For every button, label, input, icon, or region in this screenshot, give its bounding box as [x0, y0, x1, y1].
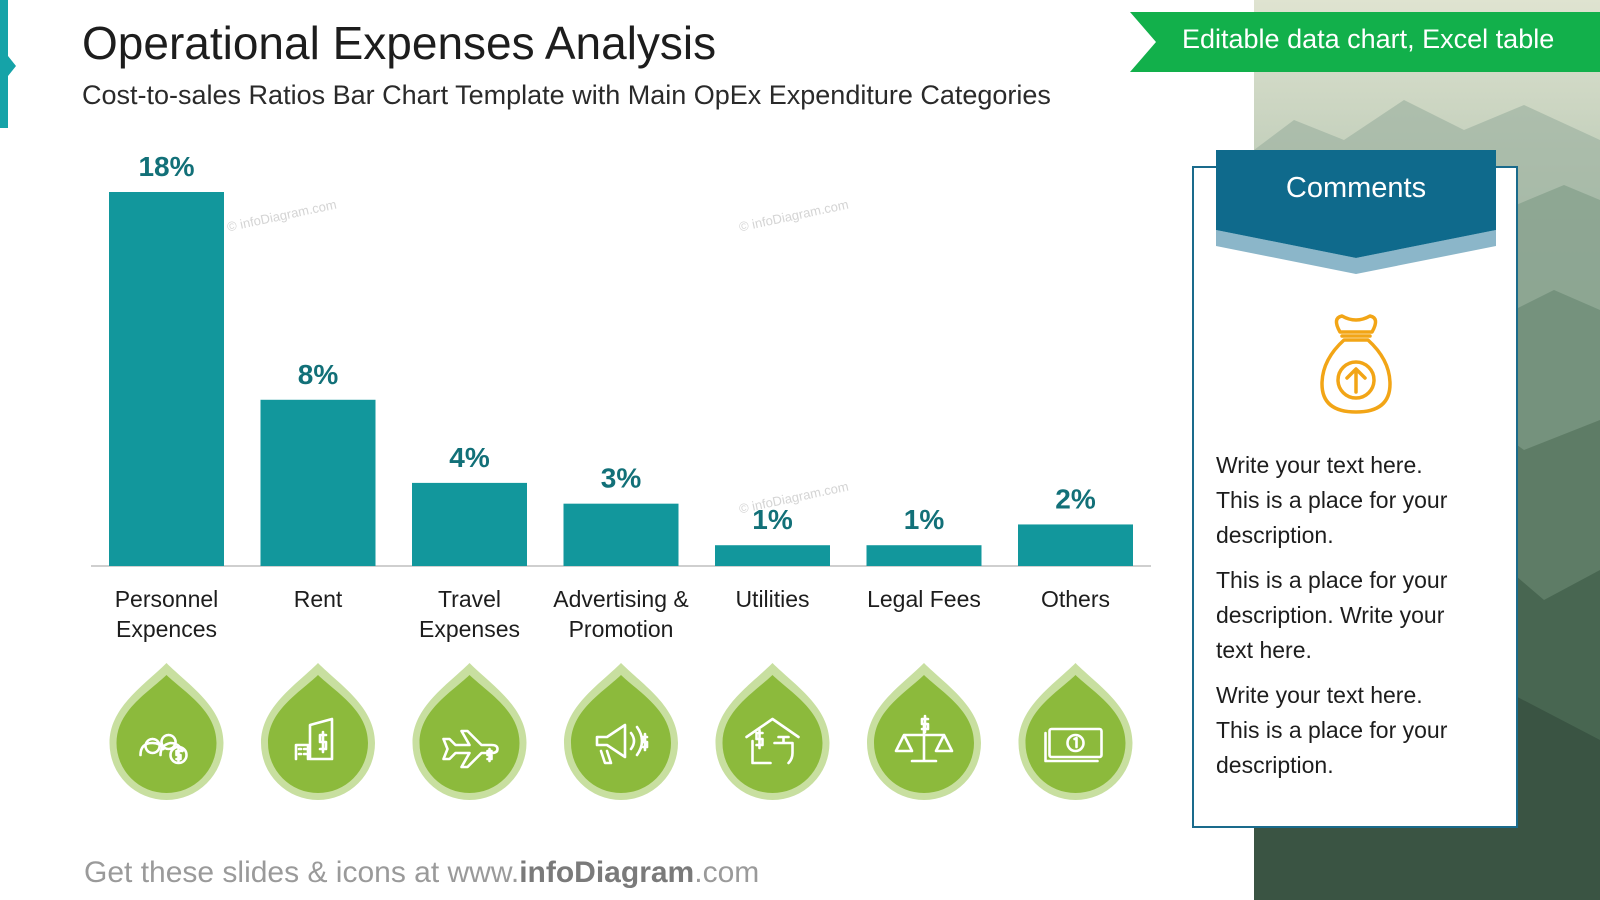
bar-value-label: 8% — [298, 359, 339, 390]
comments-panel — [1192, 166, 1518, 828]
comment-paragraph-1: Write your text here. This is a place fo… — [1216, 448, 1506, 553]
category-label: Others — [1041, 586, 1110, 612]
people-money-icon — [139, 733, 188, 765]
opex-bar-chart: 18% Personnel Expences 8% Rent 4% Travel Expens… — [91, 151, 1151, 800]
category-label: Advertising & — [553, 586, 689, 612]
bar-value-label: 1% — [904, 504, 945, 535]
drop-fill — [571, 675, 671, 793]
category-label: Personnel — [115, 586, 219, 612]
bar-value-label: 2% — [1055, 483, 1096, 514]
left-accent-notch — [8, 56, 16, 76]
comment-paragraph-3: Write your text here. This is a place fo… — [1216, 678, 1506, 783]
page-subtitle: Cost-to-sales Ratios Bar Chart Template … — [82, 80, 1051, 110]
comment-line: Write your text here. — [1216, 682, 1423, 708]
bar — [1018, 524, 1133, 566]
category-label: Rent — [294, 586, 343, 612]
category-icon-drop — [1018, 663, 1133, 800]
category-label: Utilities — [735, 586, 809, 612]
comment-line: Write your text here. — [1216, 452, 1423, 478]
bar — [715, 545, 830, 566]
comments-tab-shadow — [1216, 230, 1496, 274]
house-tap-dollar-icon — [745, 717, 800, 765]
comment-line: description. — [1216, 752, 1334, 778]
left-accent-bar — [0, 0, 8, 128]
category-icon-drop — [109, 663, 224, 800]
scales-dollar-icon — [894, 714, 954, 763]
ribbon-banner — [1130, 12, 1600, 72]
comments-tab-shape — [1216, 150, 1496, 258]
plane-dollar-icon — [442, 729, 499, 769]
megaphone-dollar-icon — [595, 723, 649, 765]
ribbon-label: Editable data chart, Excel table — [1182, 24, 1555, 54]
bar-value-label: 3% — [601, 463, 642, 494]
bar — [563, 503, 679, 566]
category-label: Expenses — [419, 616, 520, 642]
category-icon-drop — [715, 663, 830, 800]
category-label: Legal Fees — [867, 586, 981, 612]
bar-value-label: 18% — [138, 151, 194, 182]
building-dollar-icon — [294, 717, 334, 761]
banknote-icon — [1044, 727, 1103, 763]
bar — [866, 545, 982, 566]
drop-fill — [268, 675, 368, 793]
bar-value-label: 1% — [752, 504, 793, 535]
footer-brand: infoDiagram — [519, 856, 695, 889]
category-icon-drop — [261, 663, 375, 800]
comment-line: description. Write your — [1216, 602, 1445, 628]
comment-line: description. — [1216, 522, 1334, 548]
bar — [260, 399, 376, 566]
bar — [412, 482, 527, 566]
page-title: Operational Expenses Analysis — [82, 17, 717, 69]
money-bag-up-icon — [1320, 314, 1392, 414]
comments-header-tab — [1216, 150, 1496, 274]
footer-suffix: .com — [694, 856, 760, 889]
category-label: Travel — [438, 586, 501, 612]
bar-value-label: 4% — [449, 442, 490, 473]
category-icon-drop — [412, 663, 527, 800]
footer-credit: Get these slides & icons at www.infoDiag… — [84, 856, 759, 890]
ribbon-shape — [1130, 12, 1600, 72]
bar — [109, 192, 224, 566]
category-label: Promotion — [569, 616, 674, 642]
comment-line: text here. — [1216, 637, 1312, 663]
comment-paragraph-2: This is a place for your description. Wr… — [1216, 563, 1506, 668]
footer-prefix: Get these slides & icons at www. — [84, 856, 520, 889]
comments-title: Comments — [1285, 172, 1427, 204]
comment-line: This is a place for your — [1216, 567, 1448, 593]
category-icon-drop — [564, 663, 678, 800]
comment-line: This is a place for your — [1216, 717, 1448, 743]
category-label: Expences — [116, 616, 217, 642]
comment-line: This is a place for your — [1216, 487, 1448, 513]
drop-fill — [722, 675, 823, 793]
category-icon-drop — [867, 663, 981, 800]
